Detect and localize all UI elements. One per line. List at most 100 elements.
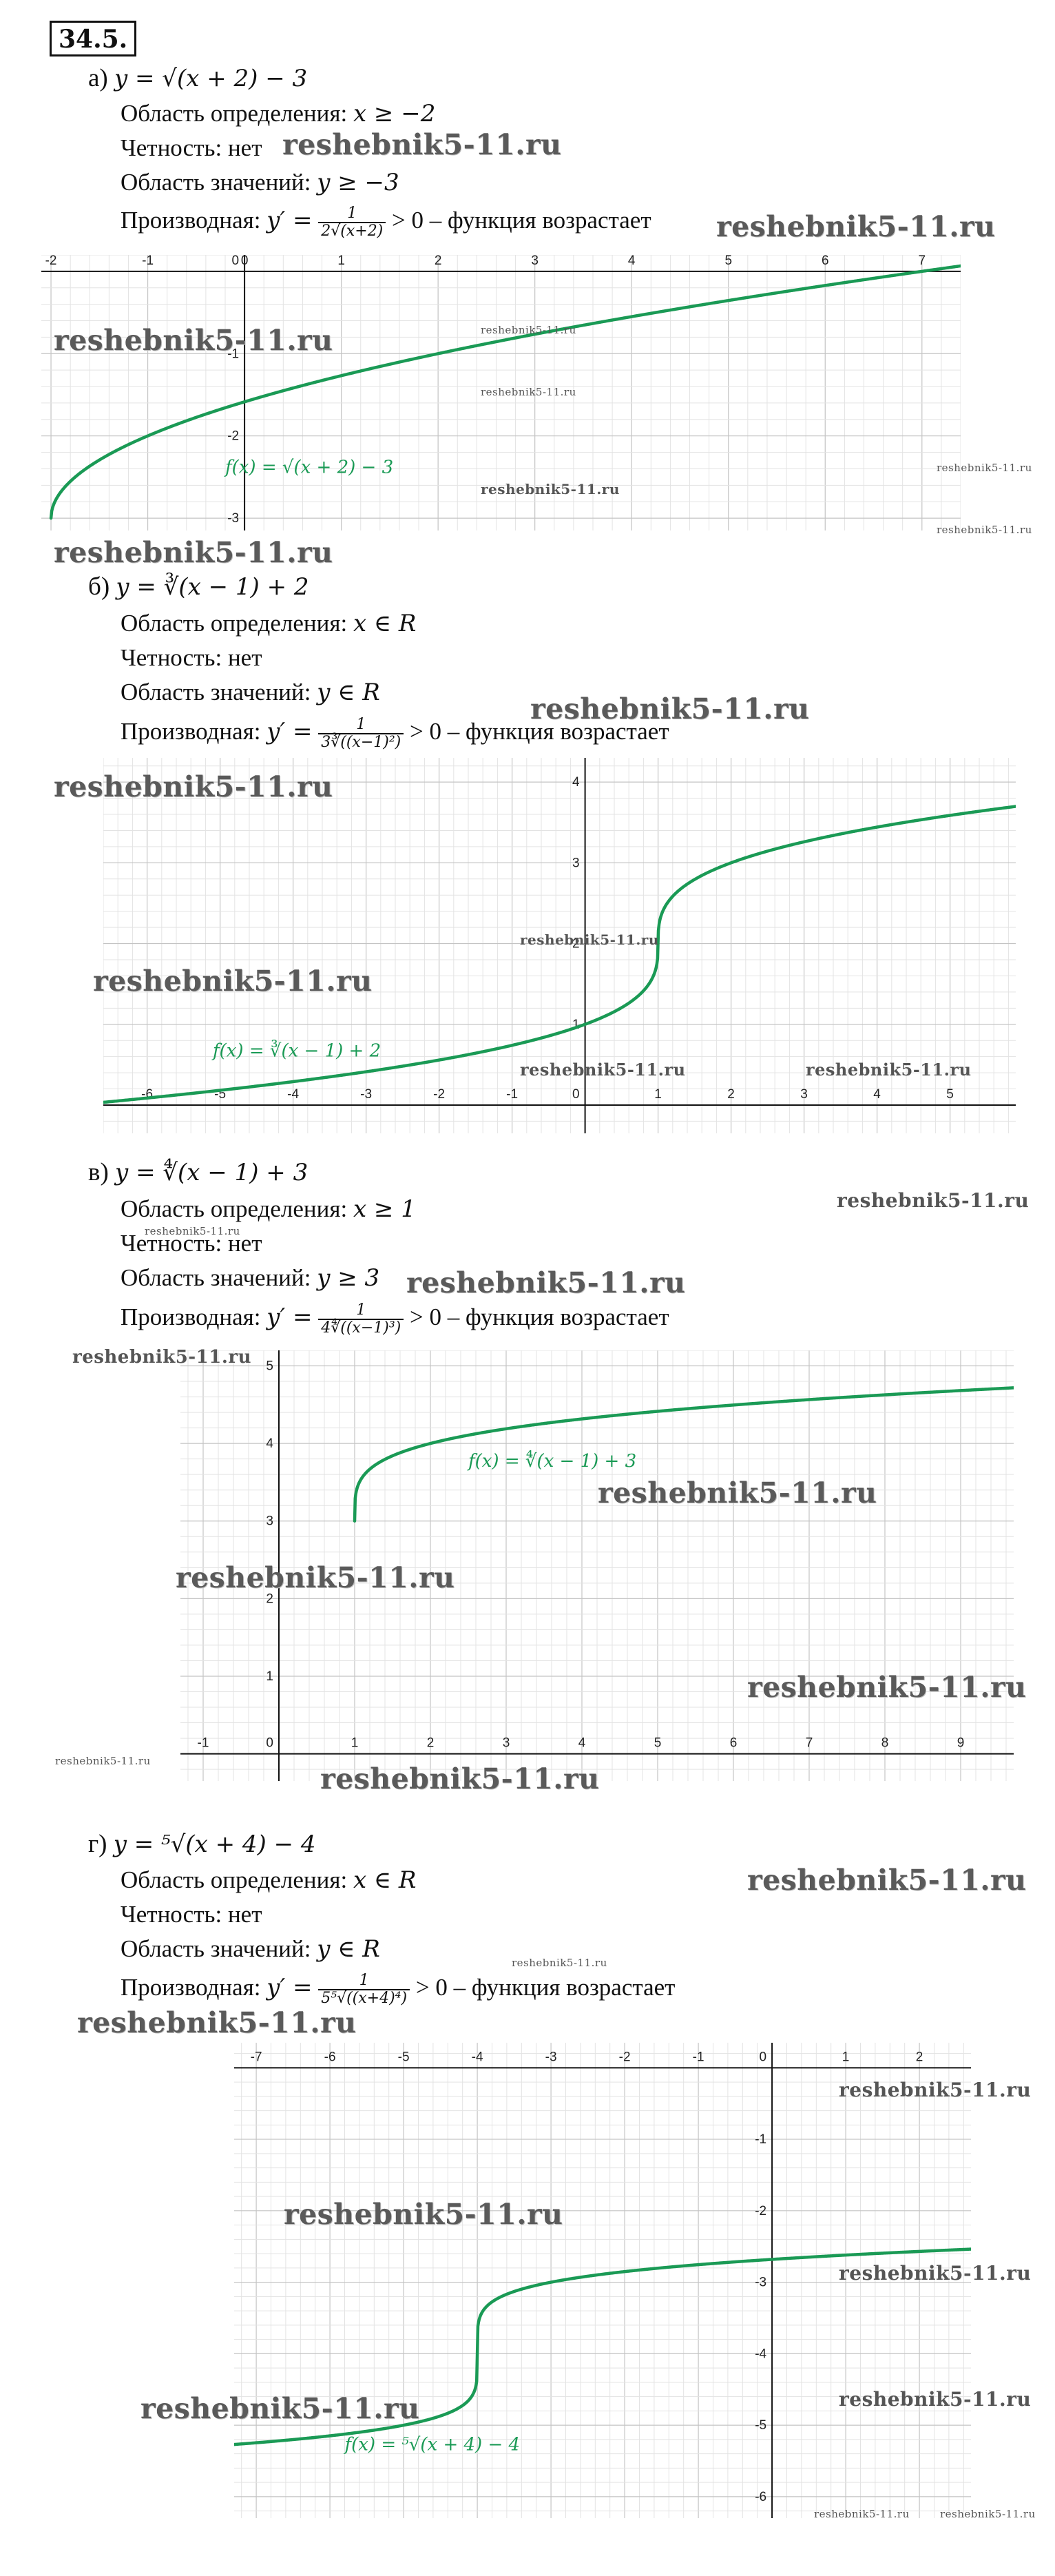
section-c-derivative-fraction: 1 4∜((x−1)³) — [318, 1302, 404, 1337]
watermark: reshebnik5-11.ru — [520, 1060, 686, 1080]
section-c-derivative-num: 1 — [318, 1302, 404, 1320]
watermark: reshebnik5-11.ru — [747, 1671, 1027, 1704]
section-c-parity-label: Четность: — [121, 1230, 222, 1257]
section-d-domain: Область определения: x ∈ R — [121, 1865, 417, 1895]
y-tick-label: 3 — [572, 856, 580, 870]
grid — [41, 255, 961, 530]
section-a-equation: y = √(x + 2) − 3 — [114, 65, 308, 92]
x-tick-label: -2 — [619, 2050, 631, 2064]
x-tick-label: 4 — [628, 255, 636, 268]
x-tick-label: -2 — [45, 255, 57, 268]
section-c-derivative-tail: > 0 – функция возрастает — [410, 1304, 669, 1331]
x-tick-label: 2 — [727, 1087, 735, 1102]
watermark: reshebnik5-11.ru — [839, 2262, 1032, 2285]
section-b-heading: б) y = ∛(x − 1) + 2 — [88, 572, 309, 602]
x-tick-label: -1 — [506, 1087, 518, 1102]
y-tick-label: -6 — [755, 2490, 766, 2504]
section-d-parity: Четность: нет — [121, 1899, 262, 1930]
section-d-range: Область значений: y ∈ R — [121, 1934, 380, 1964]
x-tick-label: 6 — [730, 1736, 738, 1751]
section-c-derivative-den: 4∜((x−1)³) — [321, 1319, 401, 1337]
x-tick-label: 5 — [724, 255, 732, 268]
section-c-equation: y = ∜(x − 1) + 3 — [115, 1159, 309, 1186]
grid — [103, 758, 1016, 1133]
watermark: reshebnik5-11.ru — [839, 2079, 1032, 2101]
section-a-derivative: Производная: y′ = 1 2√(x+2) > 0 – функция… — [121, 205, 651, 240]
watermark: reshebnik5-11.ru — [145, 1225, 240, 1237]
section-a-range-label: Область значений: — [121, 169, 311, 196]
section-c-heading: в) y = ∜(x − 1) + 3 — [88, 1157, 308, 1188]
section-d-range-label: Область значений: — [121, 1935, 311, 1962]
section-c-derivative-label: Производная: — [121, 1304, 261, 1331]
function-label: f(x) = √(x + 2) − 3 — [224, 457, 393, 477]
y-tick-label: -5 — [755, 2418, 766, 2433]
watermark: reshebnik5-11.ru — [320, 1762, 600, 1795]
function-curve — [103, 805, 1016, 1104]
y-tick-label: -3 — [227, 511, 239, 526]
x-tick-label: 7 — [919, 255, 926, 268]
watermark: reshebnik5-11.ru — [481, 324, 576, 336]
section-c-parity: Четность: нет — [121, 1228, 262, 1259]
x-tick-label: -4 — [287, 1087, 299, 1102]
function-curve — [234, 2247, 971, 2446]
x-tick-label: -3 — [545, 2050, 557, 2064]
watermark: reshebnik5-11.ru — [77, 2006, 357, 2039]
graph-d: -7 -6 -5 -4 -3 -2 -1 1 2 0 -1 -2 -3 -4 -5 -6 f(x) = ⁵√(x… — [234, 2043, 971, 2518]
y-tick-label: -1 — [755, 2132, 766, 2147]
section-b-equation: y = ∛(x − 1) + 2 — [116, 573, 309, 601]
section-b-range-label: Область значений: — [121, 679, 311, 705]
y-tick-label: 2 — [572, 937, 580, 951]
section-d-range-value: y ∈ R — [317, 1935, 380, 1963]
section-d-parity-label: Четность: — [121, 1901, 222, 1928]
section-d-letter: г) — [88, 1830, 107, 1858]
y-tick-label: -2 — [755, 2204, 766, 2218]
section-a-derivative-fraction: 1 2√(x+2) — [318, 205, 386, 240]
section-b-letter: б) — [88, 573, 110, 601]
watermark: reshebnik5-11.ru — [839, 2388, 1032, 2411]
y-tick-label: 4 — [266, 1436, 273, 1451]
section-a-parity: Четность: нет — [121, 133, 262, 163]
x-tick-label: 2 — [427, 1736, 435, 1751]
y-tick-label: 1 — [266, 1669, 273, 1684]
watermark: reshebnik5-11.ru — [284, 2198, 563, 2231]
section-b-parity-label: Четность: — [121, 644, 222, 671]
section-b-derivative-den: 3∛((x−1)²) — [321, 734, 401, 751]
watermark: reshebnik5-11.ru — [716, 210, 996, 243]
x-tick-label: 2 — [916, 2050, 923, 2064]
x-tick-label: 1 — [654, 1087, 662, 1102]
section-a-derivative-den: 2√(x+2) — [321, 223, 384, 240]
y-tick-label: -4 — [755, 2347, 766, 2361]
section-c-range-value: y ≥ 3 — [317, 1264, 380, 1292]
x-tick-label: 3 — [800, 1087, 808, 1102]
section-a-letter: а) — [88, 64, 108, 92]
function-curve — [353, 1386, 1014, 1523]
section-c-range-label: Область значений: — [121, 1264, 311, 1291]
problem-number: 34.5. — [50, 21, 137, 56]
section-c-domain-label: Область определения: — [121, 1195, 348, 1222]
x-tick-label: -1 — [693, 2050, 704, 2064]
section-a-derivative-tail: > 0 – функция возрастает — [392, 207, 651, 234]
section-d-derivative-num: 1 — [318, 1972, 410, 1990]
x-tick-label: 1 — [337, 255, 345, 268]
section-d-derivative-tail: > 0 – функция возрастает — [415, 1974, 676, 2001]
y-tick-label: -1 — [227, 347, 239, 361]
section-b-parity-value: нет — [227, 644, 262, 671]
function-label: f(x) = ∛(x − 1) + 2 — [211, 1040, 381, 1062]
section-a-parity-value: нет — [227, 134, 262, 161]
section-c-derivative-lhs: y′ = — [267, 1304, 313, 1332]
function-curve — [49, 264, 961, 520]
watermark: reshebnik5-11.ru — [937, 524, 1032, 536]
section-d-derivative-fraction: 1 5⁵√((x+4)⁴) — [318, 1972, 410, 2007]
x-tick-label: 4 — [873, 1087, 881, 1102]
function-label: f(x) = ∜(x − 1) + 3 — [467, 1450, 636, 1472]
x-tick-label: -4 — [472, 2050, 483, 2064]
x-tick-label: 8 — [881, 1736, 889, 1751]
x-tick-label: -2 — [433, 1087, 445, 1102]
y-tick-label: 2 — [266, 1591, 273, 1606]
origin-label: 0 — [572, 1087, 580, 1102]
y-tick-label: -2 — [227, 429, 239, 444]
x-tick-label: -1 — [142, 255, 154, 268]
section-b-derivative-tail: > 0 – функция возрастает — [410, 718, 669, 745]
section-b-domain-label: Область определения: — [121, 610, 348, 637]
section-a-range: Область значений: y ≥ −3 — [121, 167, 399, 198]
